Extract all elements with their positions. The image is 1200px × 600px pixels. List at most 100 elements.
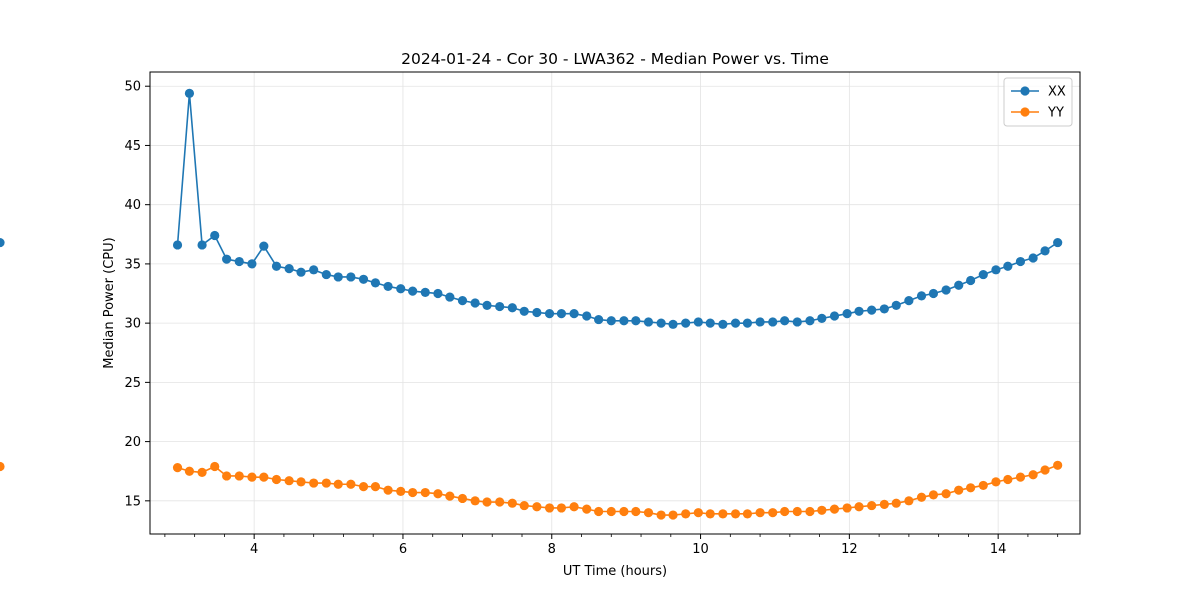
y-tick-label: 45 [124,139,141,154]
legend-yy-label: YY [1047,106,1064,121]
legend-yy-marker [1020,107,1030,117]
legend-xx-marker [1020,86,1030,96]
series-yy-point [420,487,430,498]
series-xx-point [1028,253,1038,263]
series-yy-point [383,485,393,495]
x-tick-label: 14 [990,542,1007,557]
series-xx-point [829,311,840,321]
series-yy-point [296,477,306,487]
series-xx-point [532,307,542,318]
series-xx-point [879,304,889,314]
x-tick-label: 10 [692,542,709,557]
series-yy-point [532,502,542,512]
series-yy-point [470,496,480,506]
series-xx-point [544,309,555,319]
series-yy-point [916,492,927,502]
series-yy-point [569,502,579,512]
series-yy-point [891,498,901,508]
x-tick-label: 12 [841,542,858,557]
series-yy-point [705,509,715,519]
series-yy-point [594,506,604,517]
series-yy-point [1028,470,1038,480]
series-yy-point [222,471,232,481]
series-xx-point [805,316,815,326]
series-yy-point [619,506,629,517]
series-xx-point [891,300,901,310]
series-yy-point [197,467,207,477]
series-yy-point [681,509,691,519]
series-yy-point [544,503,555,513]
series-xx-point [383,281,393,292]
series-xx-point [309,265,319,275]
series-yy-point [271,474,282,485]
series-xx-point [1015,256,1026,267]
x-tick-label: 4 [250,542,258,557]
x-tick-label: 6 [399,542,407,557]
series-xx-point [928,288,939,299]
series-xx-point [284,264,294,274]
series-yy-point [755,508,765,518]
series-yy-point [867,500,877,511]
y-tick-label: 25 [124,376,141,391]
series-yy-point [259,472,269,482]
series-yy-point [730,509,741,519]
series-xx-point [333,272,343,282]
series-yy-point [792,506,802,517]
series-yy-point [606,506,616,517]
y-axis-label: Median Power (CPU) [102,237,117,368]
x-axis-label: UT Time (hours) [563,564,667,579]
series-xx-point [321,269,331,280]
series-xx-point [780,316,790,326]
series-yy-point [656,510,666,520]
series-xx-point [222,254,232,264]
series-yy-point [234,471,244,481]
series-yy-point [507,498,517,508]
series-xx-point [495,301,505,312]
series-yy-point [346,479,356,489]
series-xx-point [904,296,914,306]
series-xx-point [991,265,1001,275]
series-xx-point [1003,261,1013,271]
series-xx-point [420,287,430,297]
y-tick-label: 15 [124,494,141,509]
series-xx-point [643,317,654,327]
series-xx-point [792,317,802,327]
series-yy-point [247,472,257,482]
series-yy-point [519,500,529,511]
series-yy-point [1040,465,1050,475]
series-yy-point [904,496,914,506]
series-yy-point [928,490,939,500]
series-yy-point [966,483,976,493]
series-yy [0,460,1063,520]
series-xx [0,88,1063,329]
series-yy-point [780,506,790,517]
series-xx-point [718,319,728,329]
series-yy-point [879,499,889,509]
series-xx-point [768,317,778,327]
series-yy-point [842,503,852,513]
series-yy-point [631,506,641,517]
series-xx-point [1053,237,1063,248]
series-xx-point [681,318,691,328]
series-xx-point [507,303,517,313]
series-xx-point [433,288,443,299]
series-xx-point [445,292,455,302]
series-xx-point [259,241,269,251]
series-xx-point [408,286,418,296]
y-tick-label: 35 [124,257,141,272]
series-yy-point [408,487,418,498]
series-yy-point [321,478,331,488]
series-xx-point [693,317,703,327]
legend-item-xx: XX [1011,85,1066,100]
series-yy-point [742,509,753,519]
series-xx-point [619,316,629,326]
series-yy-point [284,476,294,486]
series-xx-point [296,267,306,277]
series-xx-point [854,306,864,316]
series-xx-point [519,306,529,316]
series-yy-point [457,493,468,504]
series-yy-point [817,505,827,515]
series-xx-point [656,318,666,328]
series-yy-point [978,480,988,491]
series-yy-point [433,489,443,499]
